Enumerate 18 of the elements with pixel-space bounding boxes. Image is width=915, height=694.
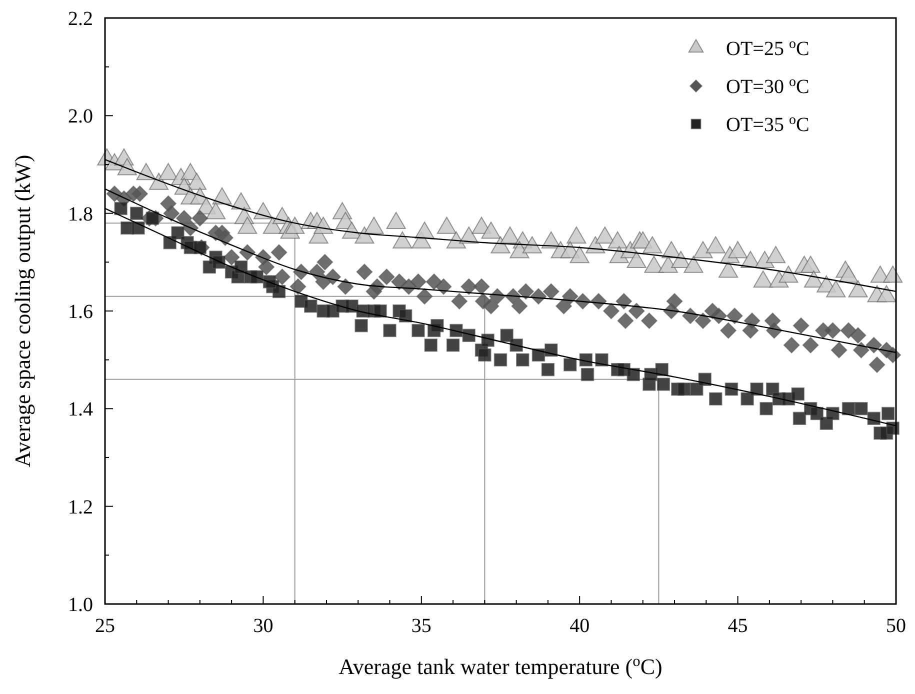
- x-tick-label: 30: [253, 615, 274, 637]
- y-tick-label: 1.2: [68, 496, 93, 518]
- x-tick-label: 45: [728, 615, 748, 637]
- x-tick-label: 25: [95, 615, 115, 637]
- x-axis-title: Average tank water temperature ($^{o}$C): [338, 652, 662, 679]
- y-tick-label: 1.6: [68, 301, 93, 323]
- y-tick-label: 1.0: [68, 594, 93, 616]
- x-tick-label: 50: [886, 615, 906, 637]
- y-tick-label: 1.8: [68, 203, 93, 226]
- y-tick-label: 1.4: [68, 398, 93, 421]
- y-tick-label: 2.2: [68, 8, 93, 30]
- legend-label: OT=30 $^{o}$C: [726, 74, 810, 98]
- x-tick-label: 40: [570, 615, 590, 637]
- x-tick-label: 35: [411, 615, 432, 637]
- legend-label: OT=35 $^{o}$C: [726, 112, 810, 136]
- legend-label: OT=25 $^{o}$C: [726, 36, 810, 60]
- y-tick-label: 2.0: [68, 106, 93, 128]
- y-axis-title: Average space cooling output (kW): [10, 154, 35, 468]
